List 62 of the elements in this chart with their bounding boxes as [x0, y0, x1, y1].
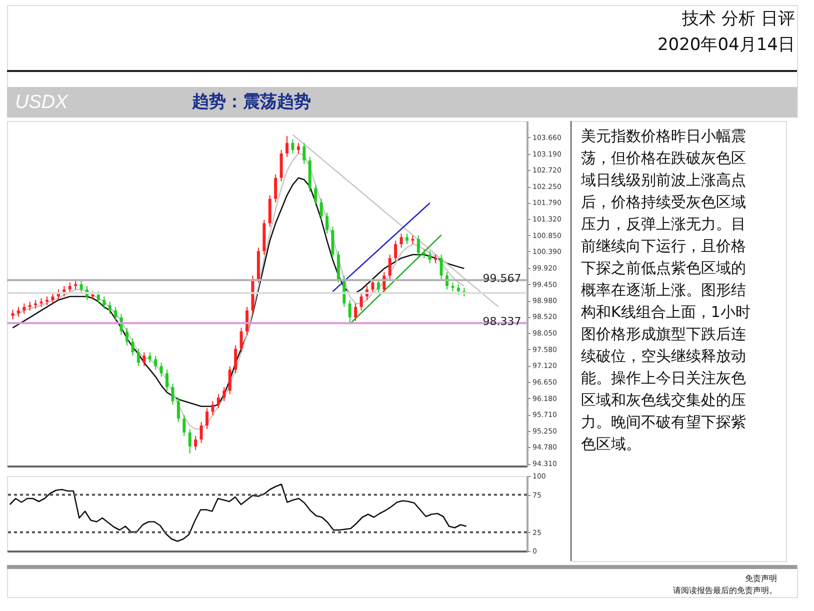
- candlestick: [456, 284, 460, 296]
- candlestick: [182, 414, 186, 436]
- candlestick: [291, 138, 294, 154]
- text: 2020年04月14日: [657, 35, 795, 55]
- text: 请阅读报告最后的免责声明。: [673, 586, 777, 595]
- candlestick: [234, 344, 238, 374]
- candlestick: [154, 355, 158, 370]
- candlestick: [16, 306, 20, 318]
- candlestick: [394, 240, 398, 262]
- candlestick: [371, 278, 374, 294]
- candlestick: [406, 233, 408, 245]
- candlestick: [348, 299, 352, 324]
- candlestick: [416, 234, 420, 257]
- candlestick: [80, 280, 83, 294]
- candlestick: [188, 428, 192, 454]
- ref-line-label: 99.567: [482, 272, 522, 286]
- chart-subtitle: 趋势：震荡趋势: [191, 92, 311, 112]
- candlestick: [314, 184, 318, 206]
- candlestick: [240, 327, 243, 353]
- candlestick: [22, 302, 26, 314]
- candlestick: [400, 233, 403, 248]
- candlestick: [102, 296, 106, 310]
- candlestick: [171, 383, 174, 406]
- candlestick: [126, 327, 128, 346]
- candlestick: [96, 290, 100, 304]
- text: 技术 分析 日评: [681, 9, 795, 29]
- candlestick: [206, 408, 208, 430]
- line-series: [9, 484, 467, 542]
- candlestick: [326, 212, 328, 234]
- candlestick: [114, 306, 118, 322]
- candlestick: [354, 302, 358, 322]
- candlestick: [142, 352, 146, 367]
- candlestick: [200, 422, 203, 444]
- candlestick: [296, 142, 300, 154]
- candlestick: [108, 301, 112, 314]
- candlestick: [51, 292, 54, 304]
- candlestick: [228, 366, 232, 395]
- candlestick: [428, 250, 432, 264]
- candlestick: [160, 362, 163, 378]
- candlestick: [176, 397, 180, 423]
- candlestick: [136, 348, 140, 367]
- candlestick: [360, 292, 363, 311]
- candlestick: [131, 338, 134, 356]
- candlestick: [274, 174, 278, 203]
- candlestick: [68, 282, 72, 294]
- candlestick: [440, 254, 443, 280]
- text: 美元指数价格昨日小幅震荡，但价格在跌破灰色区域日线级别前波上涨高点后，价格持续受灰色区域压力，反弹上涨无力。目前继续向下运行，且价格下探之前低点紫色区域的概率在逐渐上涨。图形结构和K线组合上面，1小时图价格形成旗型下跌后连续破位，空头继续释放动能。操作上今日关注灰色区域和灰色线交集处的压力。晚间不破有望下探紫色区域。: [581, 127, 750, 453]
- candlestick: [216, 394, 220, 409]
- candlestick: [211, 400, 214, 416]
- candlestick: [388, 254, 392, 280]
- candlestick: [376, 278, 380, 294]
- candlestick: [286, 136, 288, 158]
- ref-line-label: 98.337: [482, 315, 522, 328]
- text: 免责声明: [745, 574, 777, 583]
- candlestick: [166, 369, 168, 392]
- candlestick: [302, 142, 306, 164]
- candlestick: [11, 309, 14, 320]
- candlestick: [222, 386, 226, 402]
- candlestick: [246, 306, 248, 336]
- candlestick: [148, 352, 152, 364]
- candlestick: [320, 198, 323, 220]
- candlestick: [194, 436, 198, 450]
